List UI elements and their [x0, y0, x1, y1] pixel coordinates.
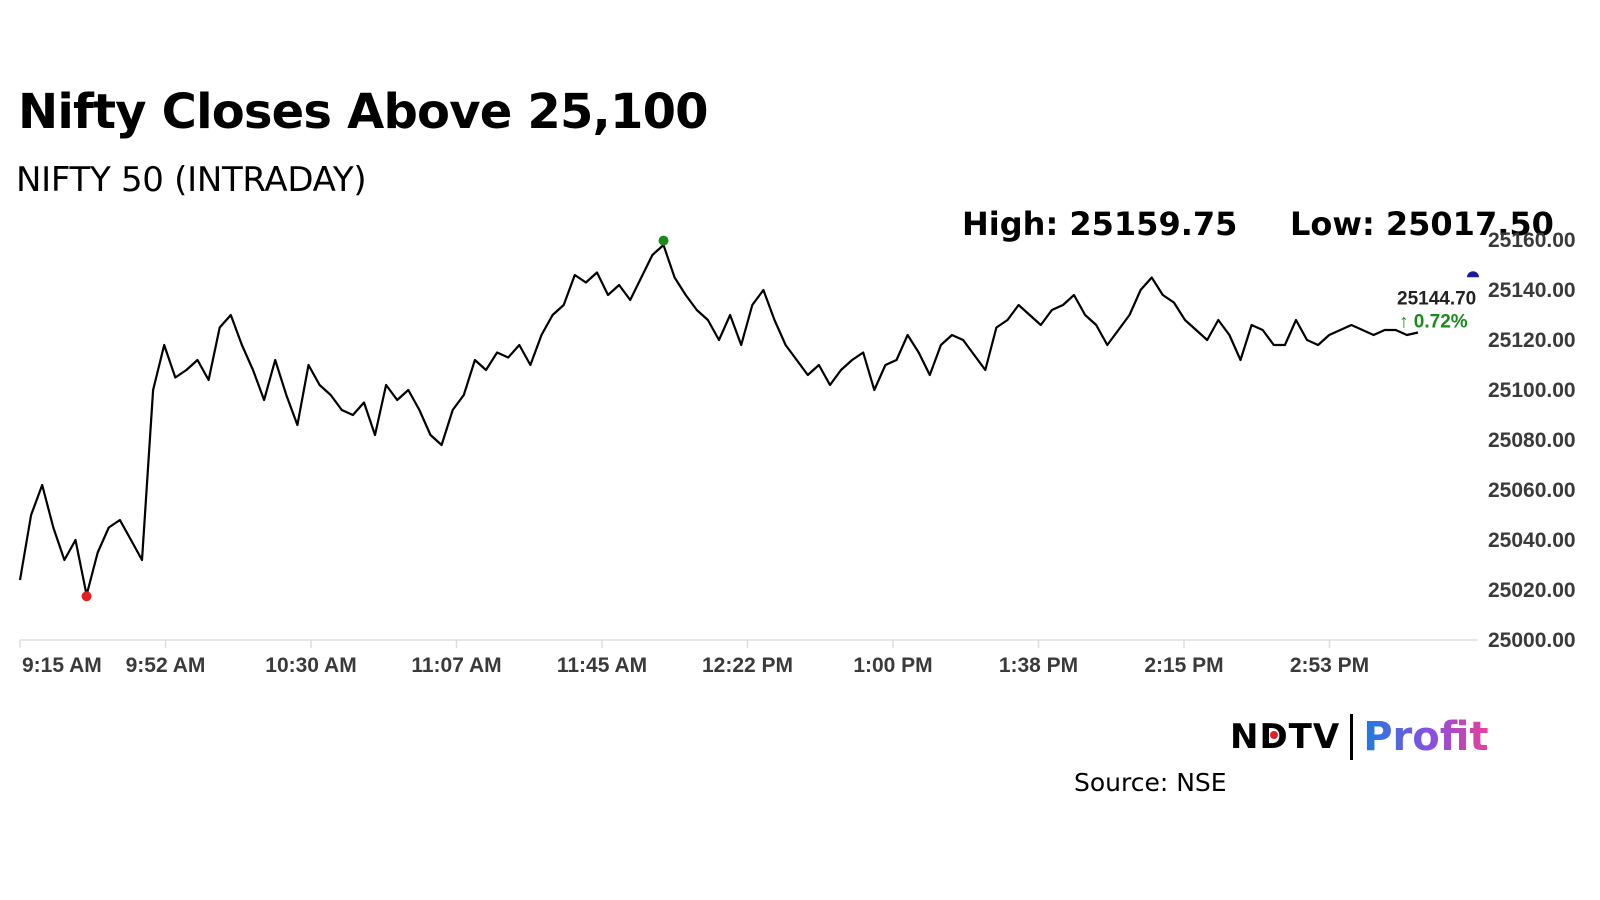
chart-subtitle: NIFTY 50 (INTRADAY): [16, 160, 367, 200]
logo-divider: [1350, 714, 1354, 760]
logo-red-dot: [1270, 731, 1278, 739]
x-tick-label: 11:07 AM: [411, 654, 501, 677]
x-tick-label: 1:00 PM: [853, 654, 932, 677]
x-tick-label: 11:45 AM: [557, 654, 647, 677]
logo-ndtv-text: NDTV: [1230, 717, 1341, 757]
y-tick-label: 25000.00: [1488, 629, 1576, 652]
y-tick-label: 25160.00: [1488, 229, 1576, 252]
x-tick-label: 9:15 AM: [22, 654, 102, 677]
y-tick-label: 25120.00: [1488, 329, 1576, 352]
x-tick-label: 2:53 PM: [1290, 654, 1369, 677]
change-percent-label: ↑ 0.72%: [1399, 311, 1468, 332]
source-label: Source: NSE: [1074, 768, 1227, 797]
x-tick-label: 2:15 PM: [1144, 654, 1223, 677]
x-tick-label: 12:22 PM: [702, 654, 793, 677]
y-tick-label: 25020.00: [1488, 579, 1576, 602]
low-marker: [81, 591, 92, 602]
x-tick-label: 9:52 AM: [126, 654, 206, 677]
x-tick-label: 10:30 AM: [265, 654, 356, 677]
series-line: [18, 243, 1419, 597]
y-tick-label: 25140.00: [1488, 279, 1576, 302]
ndtv-profit-logo: NDTV Profit: [1230, 712, 1488, 762]
day-low-label: Low: 25017.50: [1290, 205, 1554, 243]
annotations: 25144.70↑ 0.72%: [81, 235, 1479, 602]
plot-area: [18, 243, 1419, 597]
high-marker: [658, 235, 669, 246]
y-tick-label: 25060.00: [1488, 479, 1576, 502]
chart-title: Nifty Closes Above 25,100: [18, 84, 709, 140]
last-value-label: 25144.70: [1397, 288, 1476, 309]
day-high-label: High: 25159.75: [962, 205, 1238, 243]
y-tick-label: 25100.00: [1488, 379, 1576, 402]
y-axis: 25000.00 25020.00 25040.00 25060.00 25080.00…: [1488, 229, 1576, 652]
last-value-marker: [1467, 271, 1479, 278]
logo-profit-text: Profit: [1363, 714, 1489, 760]
y-tick-label: 25040.00: [1488, 529, 1576, 552]
y-tick-label: 25080.00: [1488, 429, 1576, 452]
x-axis: 9:15 AM 9:52 AM 10:30 AM 11:07 AM 11:45 AM 12…: [19, 639, 1478, 677]
x-tick-label: 1:38 PM: [999, 654, 1078, 677]
